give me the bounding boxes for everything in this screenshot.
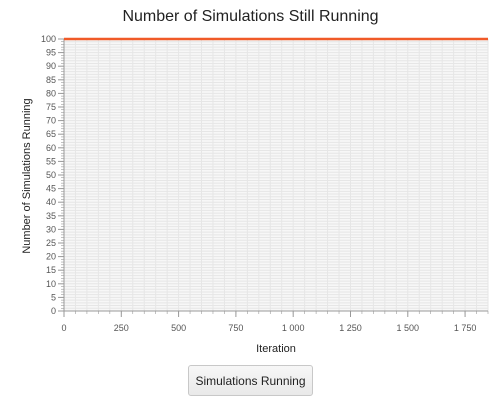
x-tick-label: 1 500 bbox=[397, 323, 420, 333]
axes: 0 5 10 15 20 25 30 35 40 45 50 55 60 65 70 75 80 85 90 95 10… bbox=[41, 34, 489, 333]
y-tick-label: 15 bbox=[46, 265, 56, 275]
y-tick-label: 90 bbox=[46, 61, 56, 71]
x-tick-label: 750 bbox=[228, 323, 243, 333]
x-tick-label: 500 bbox=[171, 323, 186, 333]
x-tick-label: 1 000 bbox=[282, 323, 305, 333]
y-tick-label: 40 bbox=[46, 197, 56, 207]
line-chart: 0 5 10 15 20 25 30 35 40 45 50 55 60 65 70 75 80 85 90 95 10… bbox=[21, 34, 489, 355]
y-tick-label: 80 bbox=[46, 88, 56, 98]
y-tick-label: 5 bbox=[51, 292, 56, 302]
y-tick-label: 65 bbox=[46, 129, 56, 139]
y-tick-label: 85 bbox=[46, 75, 56, 85]
y-tick-label: 45 bbox=[46, 184, 56, 194]
y-tick-label: 25 bbox=[46, 238, 56, 248]
y-tick-label: 60 bbox=[46, 143, 56, 153]
y-tick-label: 70 bbox=[46, 116, 56, 126]
y-axis-title: Number of Simulations Running bbox=[21, 98, 33, 253]
y-tick-label: 35 bbox=[46, 211, 56, 221]
x-tick-label: 250 bbox=[114, 323, 129, 333]
y-tick-label: 100 bbox=[41, 34, 56, 44]
y-tick-label: 55 bbox=[46, 156, 56, 166]
y-tick-label: 0 bbox=[51, 306, 56, 316]
y-tick-label: 20 bbox=[46, 252, 56, 262]
x-tick-label: 1 750 bbox=[454, 323, 477, 333]
y-tick-label: 95 bbox=[46, 48, 56, 58]
x-axis-title: Iteration bbox=[256, 343, 296, 355]
simulations-running-button[interactable]: Simulations Running bbox=[188, 365, 313, 396]
chart-title: Number of Simulations Still Running bbox=[122, 8, 379, 25]
x-tick-label: 0 bbox=[61, 323, 66, 333]
x-tick-label: 1 250 bbox=[339, 323, 362, 333]
y-tick-label: 30 bbox=[46, 224, 56, 234]
grid bbox=[63, 38, 489, 312]
y-tick-label: 10 bbox=[46, 279, 56, 289]
y-tick-label: 50 bbox=[46, 170, 56, 180]
y-tick-label: 75 bbox=[46, 102, 56, 112]
